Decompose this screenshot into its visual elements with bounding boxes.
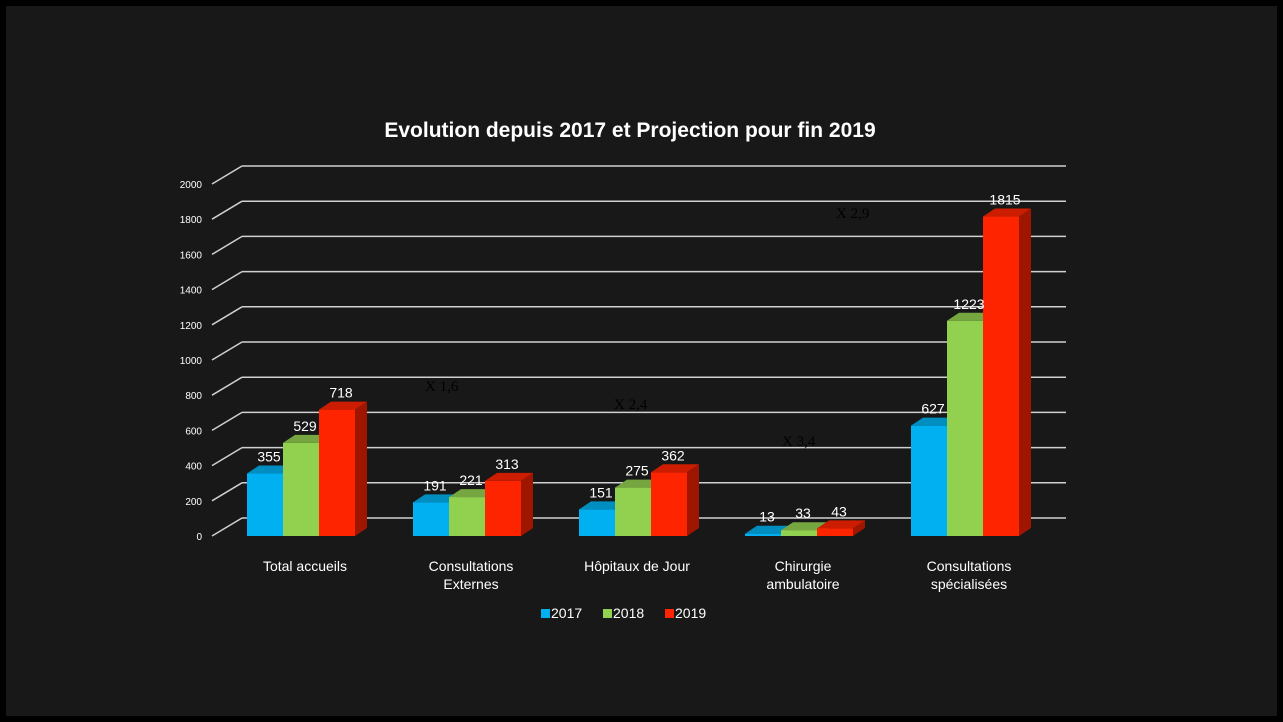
gridline-depth — [211, 482, 243, 502]
legend-item-2019: 2019 — [665, 605, 706, 621]
data-label: 313 — [495, 456, 519, 472]
bar-front — [947, 320, 983, 536]
gridline-depth — [211, 306, 243, 326]
legend-swatch — [665, 609, 674, 618]
bar-front — [781, 530, 817, 536]
y-tick-label: 1400 — [180, 286, 203, 297]
legend-label: 2017 — [551, 605, 582, 621]
bar-2019-0 — [319, 401, 367, 536]
data-label: 13 — [759, 509, 775, 525]
bar-top — [983, 208, 1031, 217]
gridline-depth — [211, 270, 243, 291]
gridline-depth — [211, 411, 243, 432]
bar-front — [319, 409, 355, 536]
gridline-depth — [211, 446, 243, 467]
bar-front — [247, 473, 283, 536]
bar-side — [853, 520, 865, 536]
data-label: 718 — [329, 385, 353, 401]
bar-front — [651, 472, 687, 536]
category-label: Consultations Externes — [429, 558, 514, 592]
bar-front — [413, 502, 449, 536]
data-label: 275 — [625, 463, 649, 479]
bar-2019-3 — [817, 520, 865, 536]
legend-label: 2019 — [675, 605, 706, 621]
annotation-label: X 3,4 — [782, 434, 816, 450]
category-label: Consultations spécialisées — [927, 558, 1012, 592]
slide-background: Evolution depuis 2017 et Projection pour… — [6, 6, 1277, 716]
bar-front — [449, 497, 485, 536]
bar-2019-1 — [485, 472, 533, 536]
bar-top — [781, 522, 829, 531]
gridlines — [211, 165, 1066, 537]
data-label: 529 — [293, 418, 317, 434]
legend-label: 2018 — [613, 605, 644, 621]
bar-front — [579, 509, 615, 536]
bar-front — [911, 425, 947, 536]
legend-swatch — [541, 609, 550, 618]
data-label: 1815 — [989, 192, 1020, 208]
y-tick-label: 1600 — [180, 250, 203, 261]
bar-top — [485, 472, 533, 481]
y-tick-label: 800 — [185, 391, 202, 402]
y-tick-label: 400 — [185, 462, 202, 473]
data-label: 191 — [423, 477, 447, 493]
gridline-depth — [211, 341, 243, 361]
bar-top — [319, 401, 367, 410]
annotation-label: X 1,6 — [425, 379, 459, 395]
data-label: 33 — [795, 505, 811, 521]
y-tick-label: 1000 — [180, 356, 203, 367]
gridline-depth — [211, 165, 243, 185]
data-label: 221 — [459, 472, 483, 488]
y-tick-label: 2000 — [180, 180, 203, 191]
bar-front — [745, 533, 781, 536]
data-label: 1223 — [953, 296, 984, 312]
bar-front — [615, 487, 651, 536]
data-label: 362 — [661, 447, 685, 463]
bar-side — [521, 472, 533, 536]
y-tick-label: 1200 — [180, 321, 203, 332]
gridline-depth — [211, 517, 243, 537]
annotations: X 1,6 X 2,4 X 3,4 X 2,9 — [425, 206, 869, 450]
bar-chart: Evolution depuis 2017 et Projection pour… — [180, 119, 1066, 621]
legend-swatch — [603, 609, 612, 618]
y-tick-label: 0 — [196, 532, 202, 543]
bar-side — [1019, 208, 1031, 536]
y-axis-ticks: 0 200 400 600 800 1000 1200 1400 1600 1800 2000 — [180, 180, 203, 543]
bar-top — [817, 520, 865, 529]
bar-2019-2 — [651, 464, 699, 536]
data-label: 43 — [831, 503, 847, 519]
bar-front — [817, 528, 853, 536]
bar-top — [651, 464, 699, 473]
category-label: Total accueils — [263, 558, 347, 574]
bar-front — [983, 216, 1019, 536]
y-tick-label: 200 — [185, 497, 202, 508]
bar-side — [687, 464, 699, 536]
data-labels: 355 529 718 191 221 313 151 275 362 13 33 43 627 1223… — [257, 192, 1020, 525]
bar-front — [283, 442, 319, 536]
chart-title: Evolution depuis 2017 et Projection pour… — [384, 119, 875, 142]
y-tick-label: 1800 — [180, 215, 203, 226]
bar-front — [485, 480, 521, 536]
bar-side — [355, 401, 367, 536]
category-label: Chirurgie ambulatoire — [766, 558, 839, 592]
category-label: Hôpitaux de Jour — [584, 558, 690, 574]
annotation-label: X 2,9 — [836, 206, 869, 222]
gridline-depth — [211, 200, 243, 220]
data-label: 627 — [921, 401, 945, 417]
y-tick-label: 600 — [185, 426, 202, 437]
bar-2019-4 — [983, 208, 1031, 536]
legend: 2017 2018 2019 — [541, 605, 706, 621]
data-label: 151 — [589, 484, 613, 500]
x-axis-categories: Total accueils Consultations Externes Hôpit… — [263, 558, 1011, 592]
gridline-depth — [211, 376, 243, 396]
legend-item-2017: 2017 — [541, 605, 582, 621]
gridline-depth — [211, 235, 243, 256]
bars — [247, 208, 1031, 536]
data-label: 355 — [257, 449, 281, 465]
annotation-label: X 2,4 — [614, 397, 648, 413]
legend-item-2018: 2018 — [603, 605, 644, 621]
